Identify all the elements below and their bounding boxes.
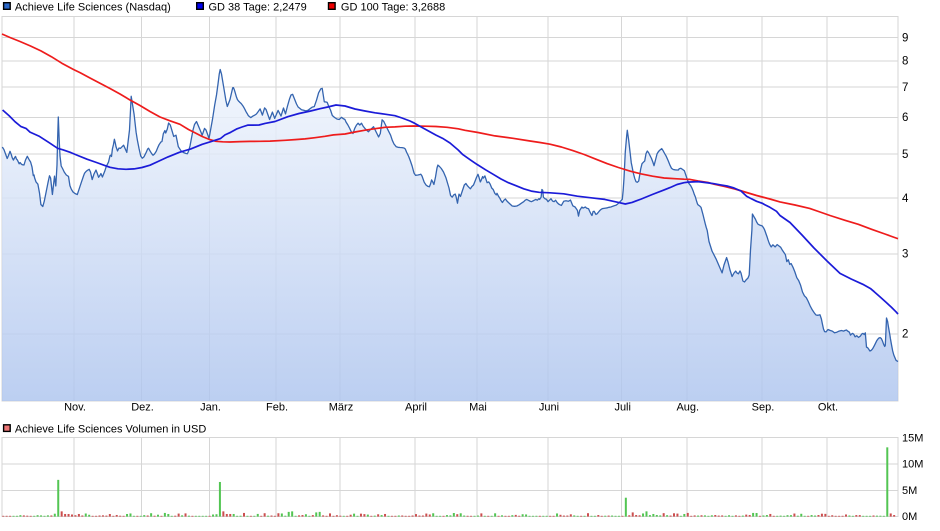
svg-text:Jan.: Jan. (200, 402, 221, 414)
svg-text:Mai: Mai (469, 402, 487, 414)
svg-text:Okt.: Okt. (818, 402, 838, 414)
svg-text:Feb.: Feb. (266, 402, 288, 414)
svg-text:6: 6 (902, 112, 908, 124)
svg-text:9: 9 (902, 32, 908, 44)
svg-text:April: April (405, 402, 427, 414)
svg-text:7: 7 (902, 82, 908, 94)
svg-text:Achieve Life Sciences Volumen: Achieve Life Sciences Volumen in USD (15, 423, 206, 435)
svg-text:10M: 10M (902, 459, 923, 471)
svg-text:15M: 15M (902, 432, 923, 444)
svg-text:Sep.: Sep. (752, 402, 775, 414)
svg-text:8: 8 (902, 56, 908, 68)
svg-text:Aug.: Aug. (676, 402, 699, 414)
svg-text:GD 100 Tage: 3,2688: GD 100 Tage: 3,2688 (341, 1, 445, 13)
svg-text:Juli: Juli (614, 402, 631, 414)
svg-text:Achieve Life Sciences (Nasdaq): Achieve Life Sciences (Nasdaq) (15, 1, 171, 13)
svg-text:4: 4 (902, 193, 909, 205)
svg-text:GD 38 Tage: 2,2479: GD 38 Tage: 2,2479 (209, 1, 307, 13)
svg-text:März: März (329, 402, 353, 414)
svg-text:Dez.: Dez. (131, 402, 154, 414)
svg-text:5: 5 (902, 149, 908, 161)
svg-text:Nov.: Nov. (64, 402, 86, 414)
svg-text:5M: 5M (902, 485, 917, 497)
svg-text:3: 3 (902, 249, 908, 261)
svg-text:Juni: Juni (539, 402, 559, 414)
svg-text:0M: 0M (902, 511, 917, 523)
svg-text:2: 2 (902, 329, 908, 341)
